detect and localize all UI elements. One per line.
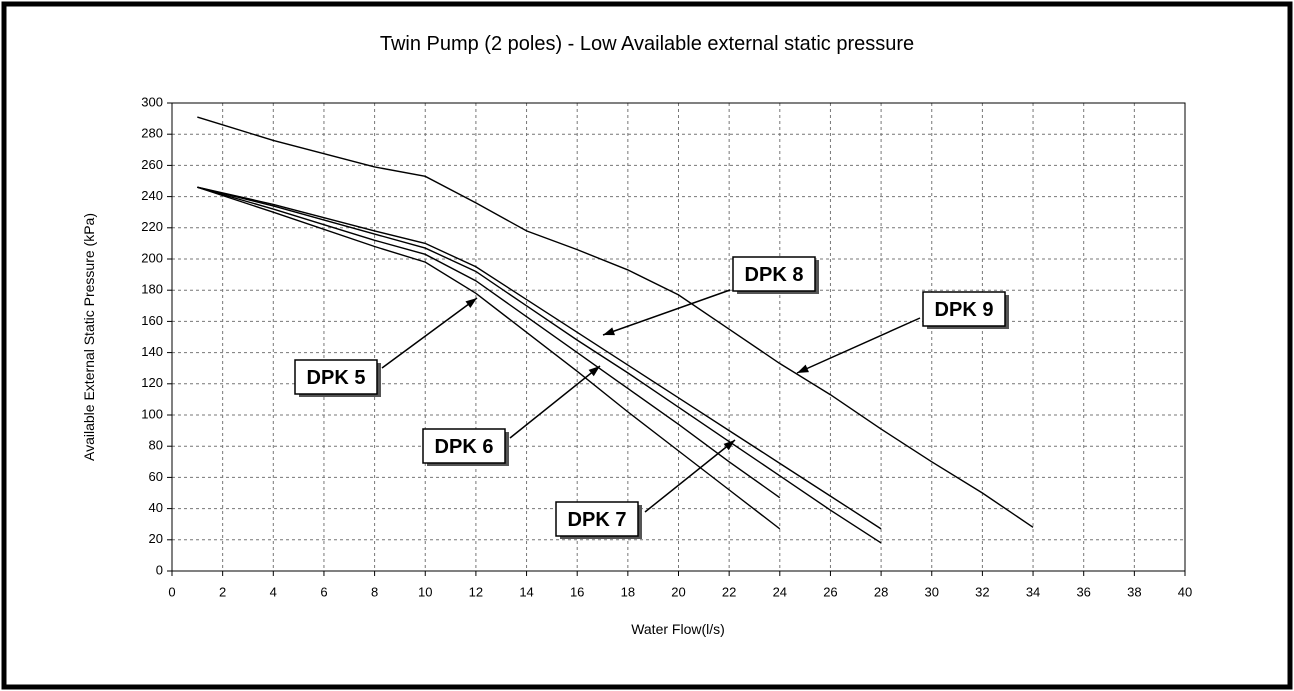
x-tick-label: 16 bbox=[570, 584, 584, 599]
x-tick-label: 0 bbox=[168, 584, 175, 599]
callout-box bbox=[422, 428, 506, 464]
y-tick-label: 100 bbox=[141, 406, 163, 421]
y-tick-label: 220 bbox=[141, 219, 163, 234]
x-tick-label: 8 bbox=[371, 584, 378, 599]
callout-label: DPK 6 bbox=[435, 436, 494, 458]
y-tick-label: 260 bbox=[141, 157, 163, 172]
y-tick-label: 300 bbox=[141, 94, 163, 109]
x-tick-label: 14 bbox=[519, 584, 533, 599]
x-tick-label: 36 bbox=[1076, 584, 1090, 599]
y-tick-label: 200 bbox=[141, 250, 163, 265]
x-axis-label: Water Flow(l/s) bbox=[631, 621, 725, 637]
y-tick-label: 0 bbox=[156, 562, 163, 577]
x-tick-label: 38 bbox=[1127, 584, 1141, 599]
callout-arrowhead bbox=[603, 327, 615, 336]
x-tick-label: 22 bbox=[722, 584, 736, 599]
x-tick-label: 12 bbox=[469, 584, 483, 599]
callout-arrowhead bbox=[797, 364, 809, 373]
y-tick-label: 180 bbox=[141, 282, 163, 297]
x-tick-label: 4 bbox=[270, 584, 277, 599]
x-tick-label: 28 bbox=[874, 584, 888, 599]
callout-arrow bbox=[509, 365, 601, 439]
callout-label: DPK 7 bbox=[568, 509, 627, 531]
x-tick-label: 6 bbox=[320, 584, 327, 599]
callout-box bbox=[732, 256, 816, 292]
y-tick-label: 20 bbox=[149, 531, 163, 546]
callout-arrow bbox=[644, 439, 736, 513]
x-tick-label: 30 bbox=[925, 584, 939, 599]
y-tick-label: 60 bbox=[149, 469, 163, 484]
callout-arrow bbox=[381, 297, 478, 369]
callout-arrowhead bbox=[588, 366, 600, 377]
callout-label: DPK 5 bbox=[307, 367, 366, 389]
x-tick-label: 34 bbox=[1026, 584, 1040, 599]
series-line bbox=[197, 186, 781, 499]
x-tick-label: 10 bbox=[418, 584, 432, 599]
y-tick-label: 140 bbox=[141, 344, 163, 359]
y-tick-label: 40 bbox=[149, 500, 163, 515]
x-tick-label: 32 bbox=[975, 584, 989, 599]
callout-label: DPK 8 bbox=[745, 264, 804, 286]
y-tick-label: 240 bbox=[141, 188, 163, 203]
x-tick-label: 20 bbox=[671, 584, 685, 599]
series-line bbox=[197, 116, 1034, 528]
series-line bbox=[197, 186, 781, 530]
y-tick-label: 160 bbox=[141, 313, 163, 328]
x-tick-label: 18 bbox=[621, 584, 635, 599]
x-tick-label: 40 bbox=[1178, 584, 1192, 599]
x-tick-label: 26 bbox=[823, 584, 837, 599]
series-line bbox=[197, 186, 882, 530]
chart-title: Twin Pump (2 poles) - Low Available exte… bbox=[380, 33, 914, 55]
series-line bbox=[197, 186, 882, 544]
y-tick-label: 280 bbox=[141, 126, 163, 141]
callout-arrowhead bbox=[723, 440, 735, 451]
y-axis-label: Available External Static Pressure (kPa) bbox=[81, 213, 97, 461]
callout-label: DPK 9 bbox=[935, 299, 994, 321]
callout-box bbox=[555, 501, 639, 537]
callout-arrow bbox=[796, 317, 921, 374]
callout-box bbox=[922, 291, 1006, 327]
x-tick-label: 2 bbox=[219, 584, 226, 599]
callout-arrowhead bbox=[465, 298, 477, 308]
x-tick-label: 24 bbox=[773, 584, 787, 599]
y-tick-label: 120 bbox=[141, 375, 163, 390]
callout-box bbox=[294, 359, 378, 395]
callout-arrow bbox=[602, 289, 731, 336]
y-tick-label: 80 bbox=[149, 438, 163, 453]
plot-border bbox=[171, 102, 1186, 572]
